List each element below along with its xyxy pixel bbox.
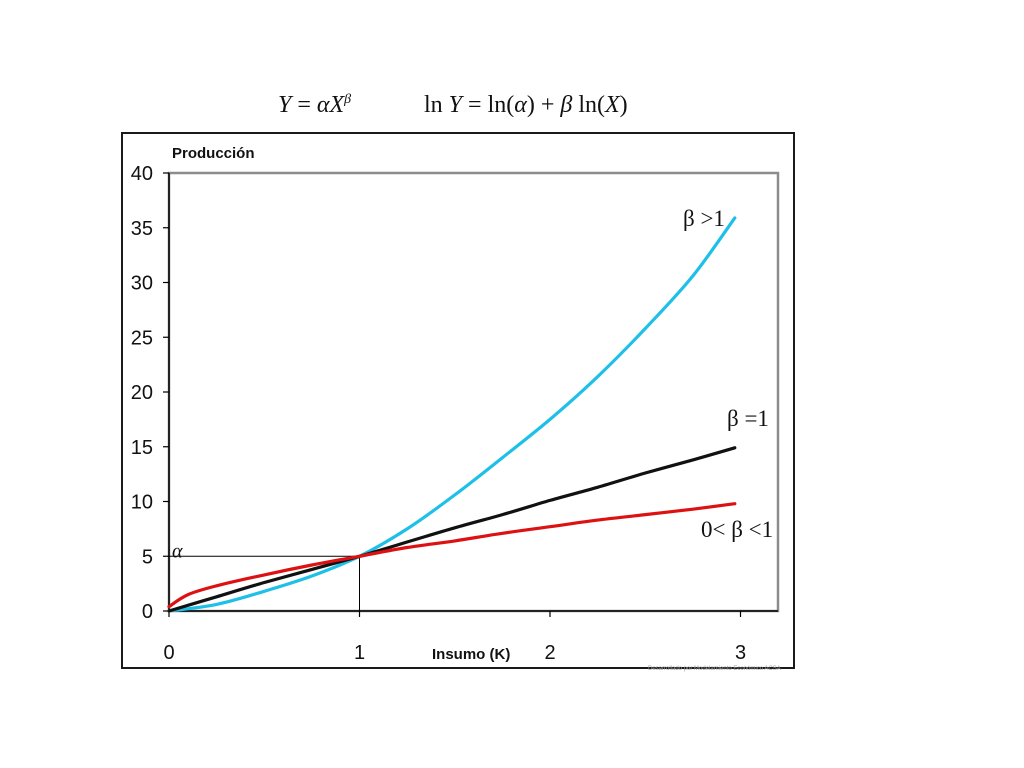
x-tick-label: 1 (354, 642, 365, 664)
formula-power-function: Y = αXβ (278, 92, 352, 118)
label-beta-between-0-1: 0< β <1 (701, 517, 773, 542)
y-tick-label: 0 (142, 601, 153, 623)
y-tick-label: 5 (142, 546, 153, 568)
y-tick-label: 20 (131, 382, 153, 404)
series-beta-greater-than-1-line (167, 216, 737, 613)
y-tick-label: 40 (131, 163, 153, 185)
y-tick-label: 30 (131, 273, 153, 295)
label-beta-greater-than-1: β >1 (683, 206, 725, 231)
label-beta-equal-1: β =1 (727, 406, 769, 431)
y-tick-label: 15 (131, 437, 153, 459)
y-tick-label: 25 (131, 327, 153, 349)
alpha-label: α (172, 540, 183, 562)
x-tick-label: 3 (735, 642, 746, 664)
plot-area-border (167, 171, 780, 613)
y-axis-title: Producción (172, 145, 255, 162)
x-tick-label: 2 (544, 642, 555, 664)
x-tick-label: 0 (163, 642, 174, 664)
watermark: Desarrollado por Modelamiento Económico … (648, 666, 781, 672)
formula-log-linear: ln Y = ln(α) + β ln(X) (424, 92, 628, 118)
series-beta-equal-1-line (167, 446, 737, 613)
y-tick-label: 10 (131, 492, 153, 514)
chart-frame (121, 132, 795, 669)
x-axis-title: Insumo (K) (432, 646, 510, 663)
series-beta-between-0-1-line (167, 502, 737, 609)
y-tick-label: 35 (131, 218, 153, 240)
